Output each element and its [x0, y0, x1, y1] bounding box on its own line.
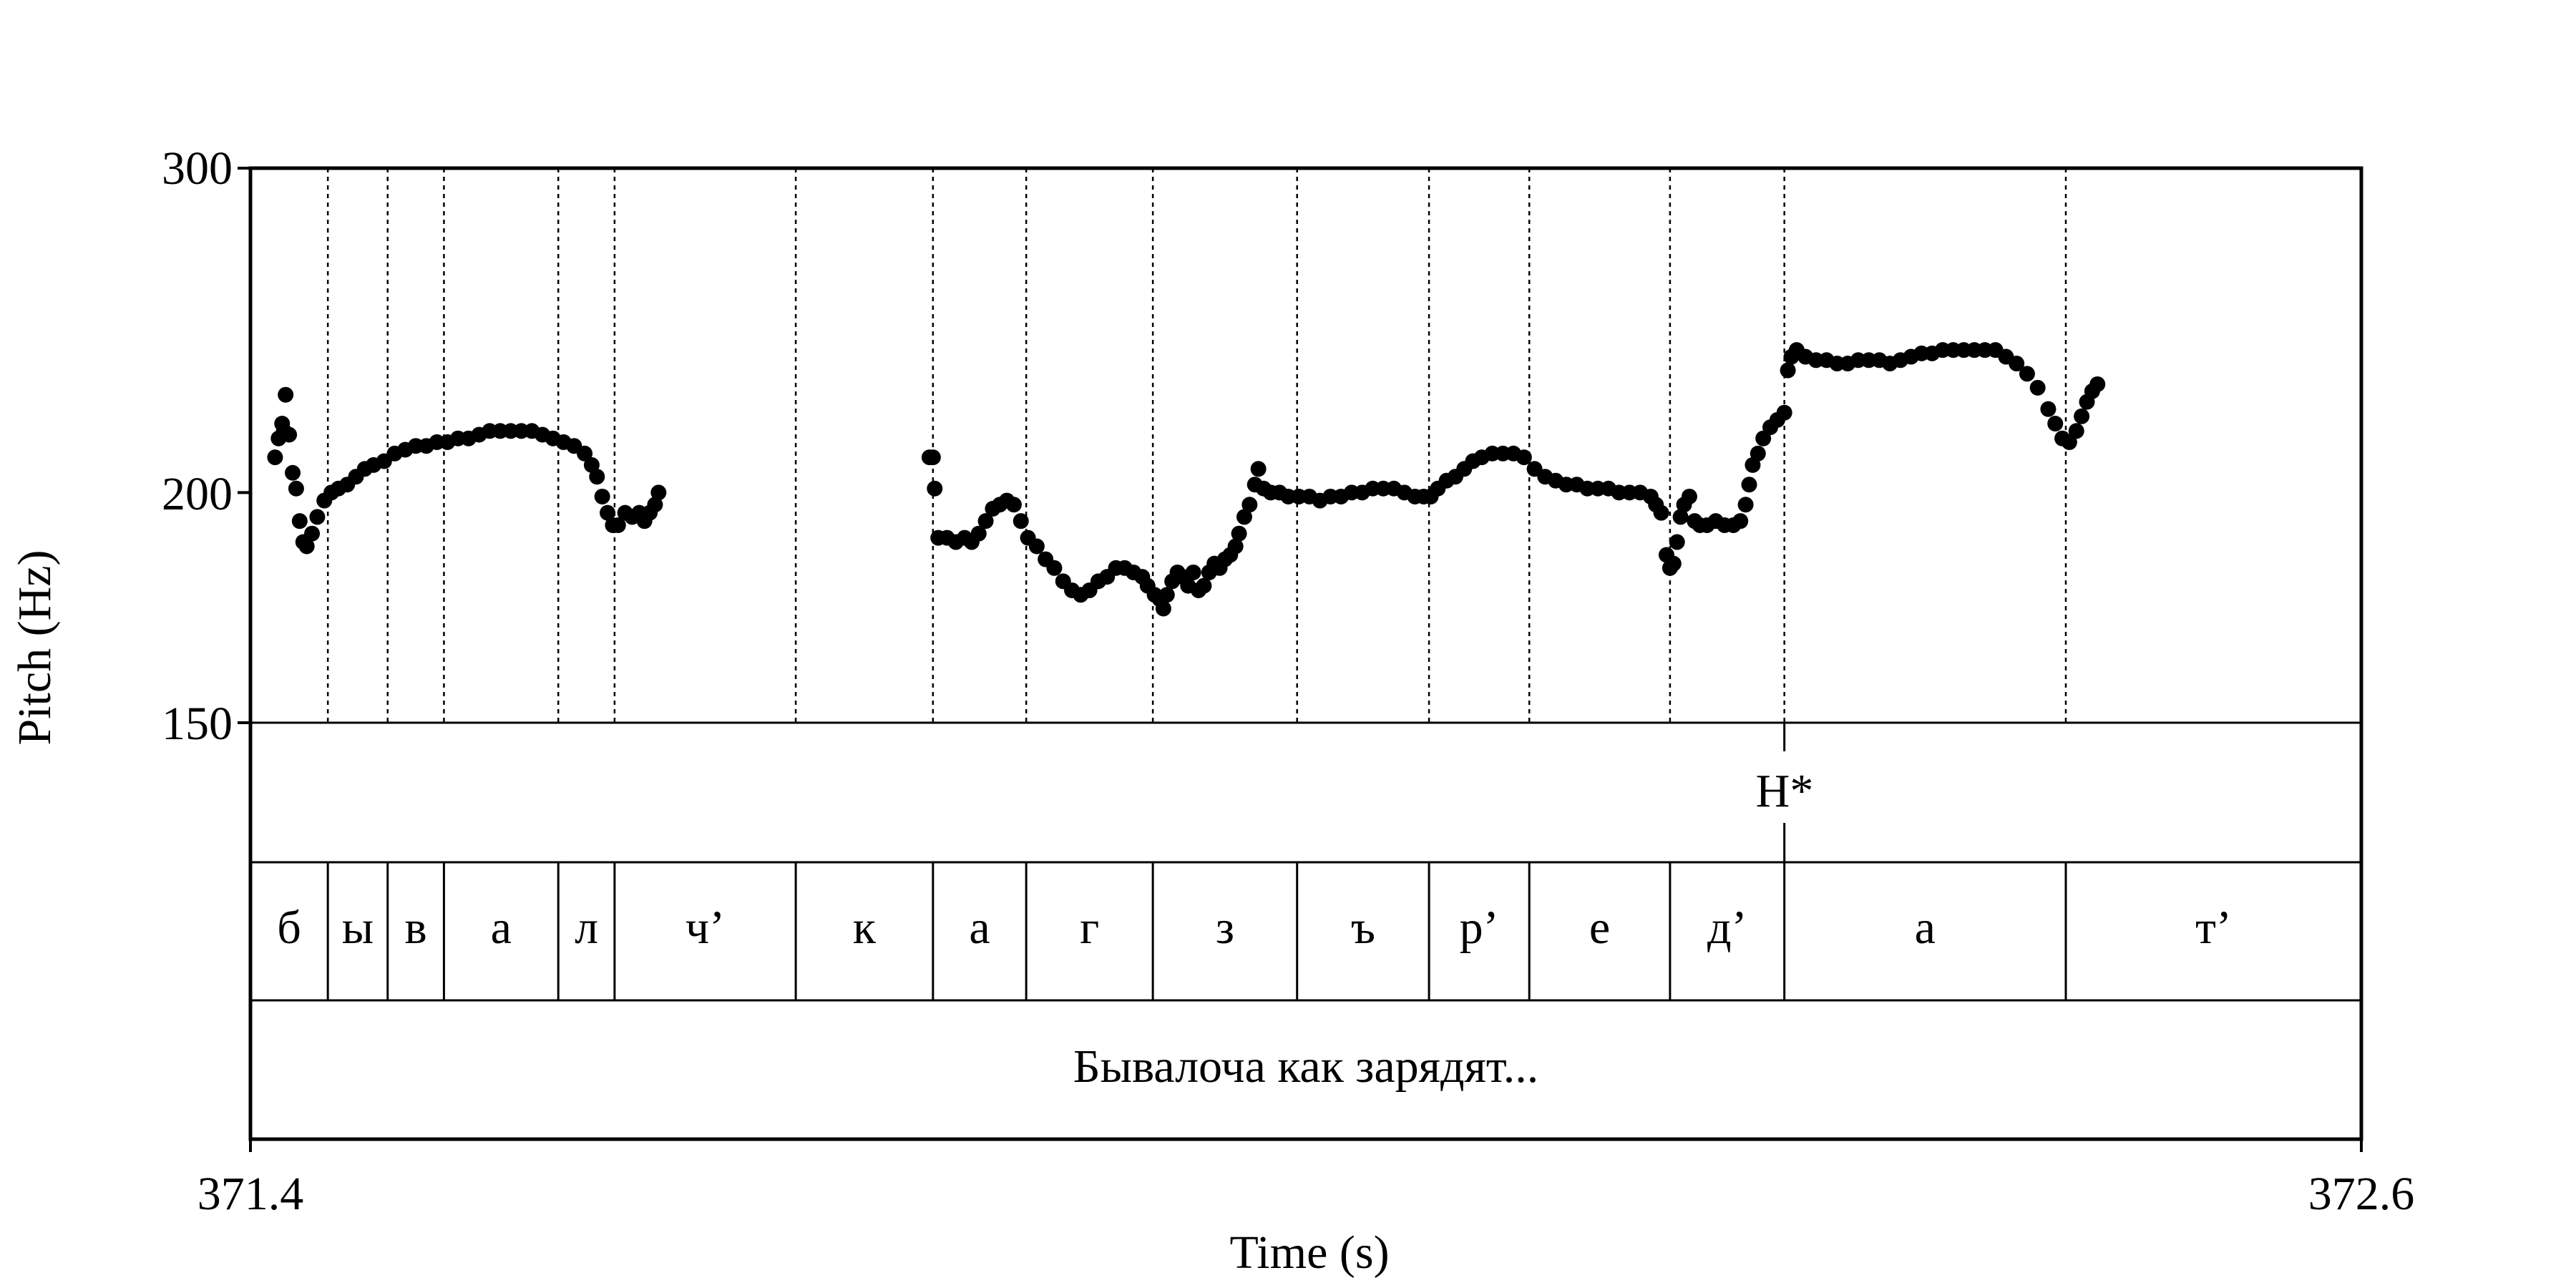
segment-label: а	[491, 902, 512, 954]
outer-frame	[248, 166, 2363, 1141]
pitch-point	[304, 525, 321, 542]
pitch-point	[1732, 513, 1749, 530]
pitch-point	[1046, 560, 1063, 576]
x-tick-label-max: 372.6	[2308, 1168, 2415, 1220]
phrase-label: Бывалоча как зарядят...	[1073, 1040, 1539, 1093]
segment-label: т’	[2195, 902, 2232, 954]
pitch-point	[1236, 509, 1252, 525]
pitch-point	[1227, 538, 1244, 555]
pitch-point	[2029, 379, 2046, 396]
pitch-point	[1013, 513, 1029, 530]
pitch-point	[594, 488, 610, 504]
pitch-point	[1653, 504, 1669, 521]
pitch-point	[1005, 497, 1022, 513]
pitch-point	[1669, 534, 1685, 550]
pitch-point	[2009, 356, 2025, 372]
pitch-point	[927, 480, 943, 497]
segment-label: б	[277, 902, 301, 954]
segment-label: а	[969, 902, 990, 954]
pitch-point	[1780, 362, 1796, 379]
segment-label: з	[1216, 902, 1234, 954]
pitch-point	[1750, 445, 1766, 462]
pitch-point	[600, 504, 616, 521]
x-tick-label-min: 371.4	[197, 1168, 304, 1220]
pitch-point	[298, 538, 315, 555]
pitch-point	[1681, 488, 1697, 504]
pitch-point	[1196, 577, 1212, 594]
pitch-point	[2089, 376, 2106, 392]
pitch-point	[1741, 477, 1757, 493]
pitch-point	[1737, 497, 1754, 513]
pitch-point	[977, 513, 994, 530]
pitch-point	[278, 386, 294, 403]
pitch-point	[1241, 497, 1258, 513]
segment-label: в	[404, 902, 426, 954]
segment-labels: б ы в а л ч’ к а г з ъ р’ е д’ а т’	[277, 902, 2232, 954]
pitch-point	[650, 484, 667, 501]
segment-label: г	[1080, 902, 1099, 954]
tone-label-h-star: H*	[1756, 765, 1814, 817]
pitch-point	[1158, 587, 1175, 603]
segment-label: р’	[1460, 902, 1499, 954]
pitch-point	[288, 480, 304, 497]
pitch-point	[285, 464, 301, 481]
y-tick-label-200: 200	[162, 468, 233, 520]
pitch-point	[267, 449, 283, 466]
pitch-series	[267, 342, 2106, 617]
segment-label: е	[1589, 902, 1610, 954]
segment-label: ч’	[686, 902, 725, 954]
pitch-point	[1665, 555, 1682, 572]
pitch-point	[970, 525, 987, 542]
segment-label: ъ	[1351, 902, 1375, 954]
segment-label: л	[575, 902, 598, 954]
pitch-point	[589, 469, 605, 485]
pitch-point	[2068, 423, 2084, 439]
segment-label: к	[853, 902, 877, 954]
pitch-point	[281, 426, 298, 443]
pitch-point	[2019, 366, 2035, 382]
pitch-point	[1028, 538, 1045, 555]
pitch-point	[647, 497, 663, 513]
pitch-point	[1155, 600, 1171, 617]
segment-label: ы	[342, 902, 374, 954]
pitch-point	[1516, 449, 1532, 466]
y-axis-label: Pitch (Hz)	[9, 550, 61, 745]
pitch-point	[577, 445, 593, 462]
pitch-point	[1185, 564, 1201, 580]
y-tick-label-150: 150	[162, 698, 233, 750]
pitch-point	[291, 513, 308, 530]
pitch-point	[2047, 415, 2064, 431]
segment-label: д’	[1707, 902, 1747, 954]
y-tick-label-300: 300	[162, 142, 233, 195]
pitch-point	[2074, 408, 2090, 424]
chart-frame	[238, 166, 2363, 1152]
pitch-point	[2040, 401, 2057, 417]
pitch-point	[1231, 525, 1247, 542]
pitch-point	[1250, 461, 1267, 477]
pitch-point	[924, 449, 941, 466]
segment-label: а	[1915, 902, 1936, 954]
pitch-point	[1672, 509, 1689, 525]
x-axis-label: Time (s)	[1229, 1226, 1389, 1279]
pitch-point	[309, 509, 326, 525]
